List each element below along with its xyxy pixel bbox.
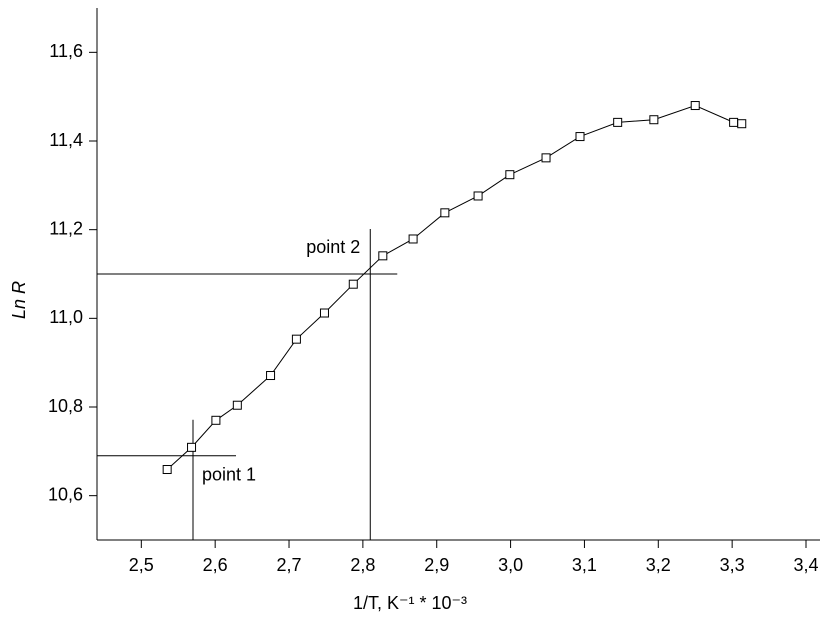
x-tick-label: 2,9 [424, 555, 449, 575]
y-tick-label: 11,0 [49, 307, 83, 327]
data-point [505, 170, 515, 180]
data-point [729, 117, 739, 127]
data-point [232, 400, 242, 410]
annotation-label: point 1 [202, 465, 256, 485]
data-point [690, 101, 700, 111]
data-point [266, 371, 276, 381]
data-point [378, 251, 388, 261]
data-point [649, 115, 659, 125]
x-tick-label: 2,5 [129, 555, 154, 575]
data-point [319, 308, 329, 318]
x-tick-label: 3,4 [793, 555, 818, 575]
data-point [162, 465, 172, 475]
data-point [348, 279, 358, 289]
data-point [440, 208, 450, 218]
y-tick-label: 11,6 [49, 41, 83, 61]
x-axis-title: 1/T, K⁻¹ * 10⁻³ [353, 593, 467, 613]
x-tick-label: 3,0 [498, 555, 523, 575]
data-point [187, 442, 197, 452]
data-point [211, 415, 221, 425]
x-tick-label: 2,6 [203, 555, 228, 575]
annotation-label: point 2 [306, 237, 360, 257]
data-point [613, 117, 623, 127]
x-tick-label: 2,7 [277, 555, 302, 575]
data-point [737, 119, 747, 129]
y-tick-label: 11,4 [49, 130, 83, 150]
y-axis-title: Ln R [9, 281, 29, 319]
x-tick-label: 2,8 [350, 555, 375, 575]
x-tick-label: 3,3 [720, 555, 745, 575]
x-tick-label: 3,2 [646, 555, 671, 575]
series-line [166, 104, 742, 470]
y-tick-label: 11,2 [49, 218, 83, 238]
data-point [575, 132, 585, 142]
data-point [541, 153, 551, 163]
y-tick-label: 10,6 [48, 484, 83, 504]
data-point [291, 334, 301, 344]
x-tick-label: 3,1 [572, 555, 597, 575]
y-tick-label: 10,8 [48, 396, 83, 416]
data-point [408, 234, 418, 244]
data-point [473, 191, 483, 201]
